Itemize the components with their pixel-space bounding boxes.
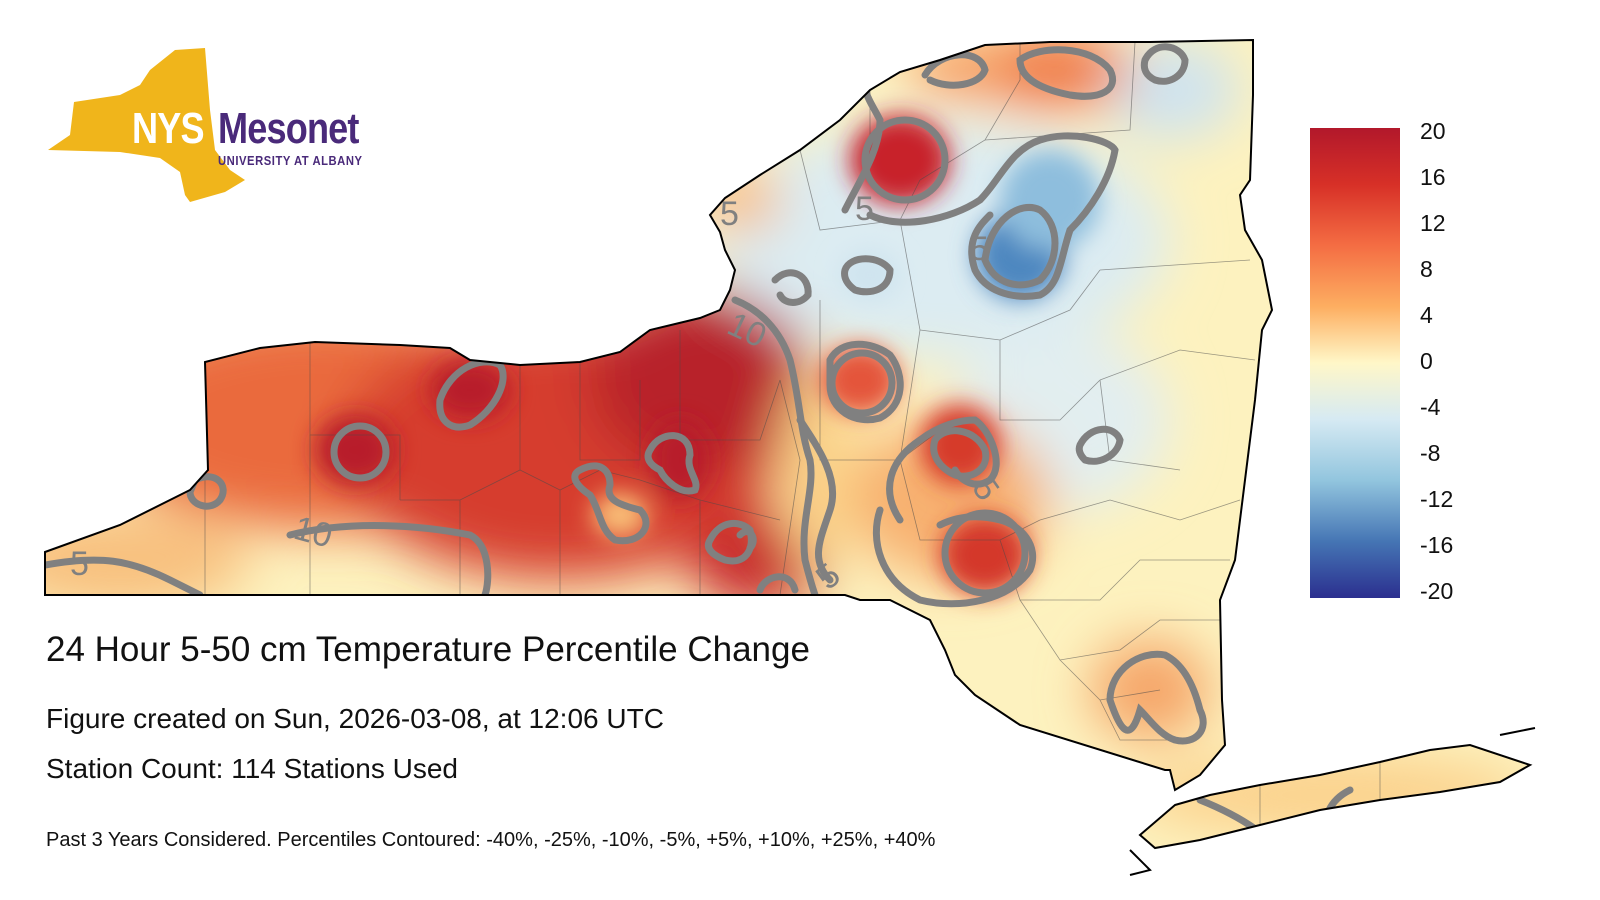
colorbar-tick: 20 xyxy=(1420,118,1446,144)
colorbar-gradient xyxy=(1310,128,1400,598)
colorbar-tick: -16 xyxy=(1420,532,1454,558)
logo-subtitle: UNIVERSITY AT ALBANY xyxy=(218,154,363,168)
state-outline xyxy=(44,38,1536,876)
figure-title: 24 Hour 5-50 cm Temperature Percentile C… xyxy=(46,630,810,669)
contour-label: 5 xyxy=(855,190,874,228)
logo-mesonet-text: Mesonet xyxy=(218,104,359,153)
colorbar-tick: 0 xyxy=(1420,348,1433,374)
logo-state-shape xyxy=(48,48,245,202)
colorbar-tick: -8 xyxy=(1420,440,1441,466)
contour-label: 5 xyxy=(970,230,989,268)
contour-label: 5 xyxy=(70,545,89,583)
colorbar-tick: 8 xyxy=(1420,256,1433,282)
footnote: Past 3 Years Considered. Percentiles Con… xyxy=(46,829,936,851)
colorbar-tick: -12 xyxy=(1420,486,1454,512)
created-timestamp: Figure created on Sun, 2026-03-08, at 12… xyxy=(46,703,664,734)
colorbar xyxy=(1310,128,1400,598)
colorbar-tick: 12 xyxy=(1420,210,1446,236)
logo-nys-text: NYS xyxy=(132,104,205,153)
nys-mesonet-logo: NYS Mesonet UNIVERSITY AT ALBANY xyxy=(48,48,398,208)
colorbar-tick: -20 xyxy=(1420,578,1454,604)
colorbar-tick: 16 xyxy=(1420,164,1446,190)
colorbar-tick: -4 xyxy=(1420,394,1441,420)
station-count: Station Count: 114 Stations Used xyxy=(46,753,458,784)
contour-label: 5 xyxy=(720,195,739,233)
colorbar-tick: 4 xyxy=(1420,302,1433,328)
contour-lines xyxy=(45,43,1354,848)
